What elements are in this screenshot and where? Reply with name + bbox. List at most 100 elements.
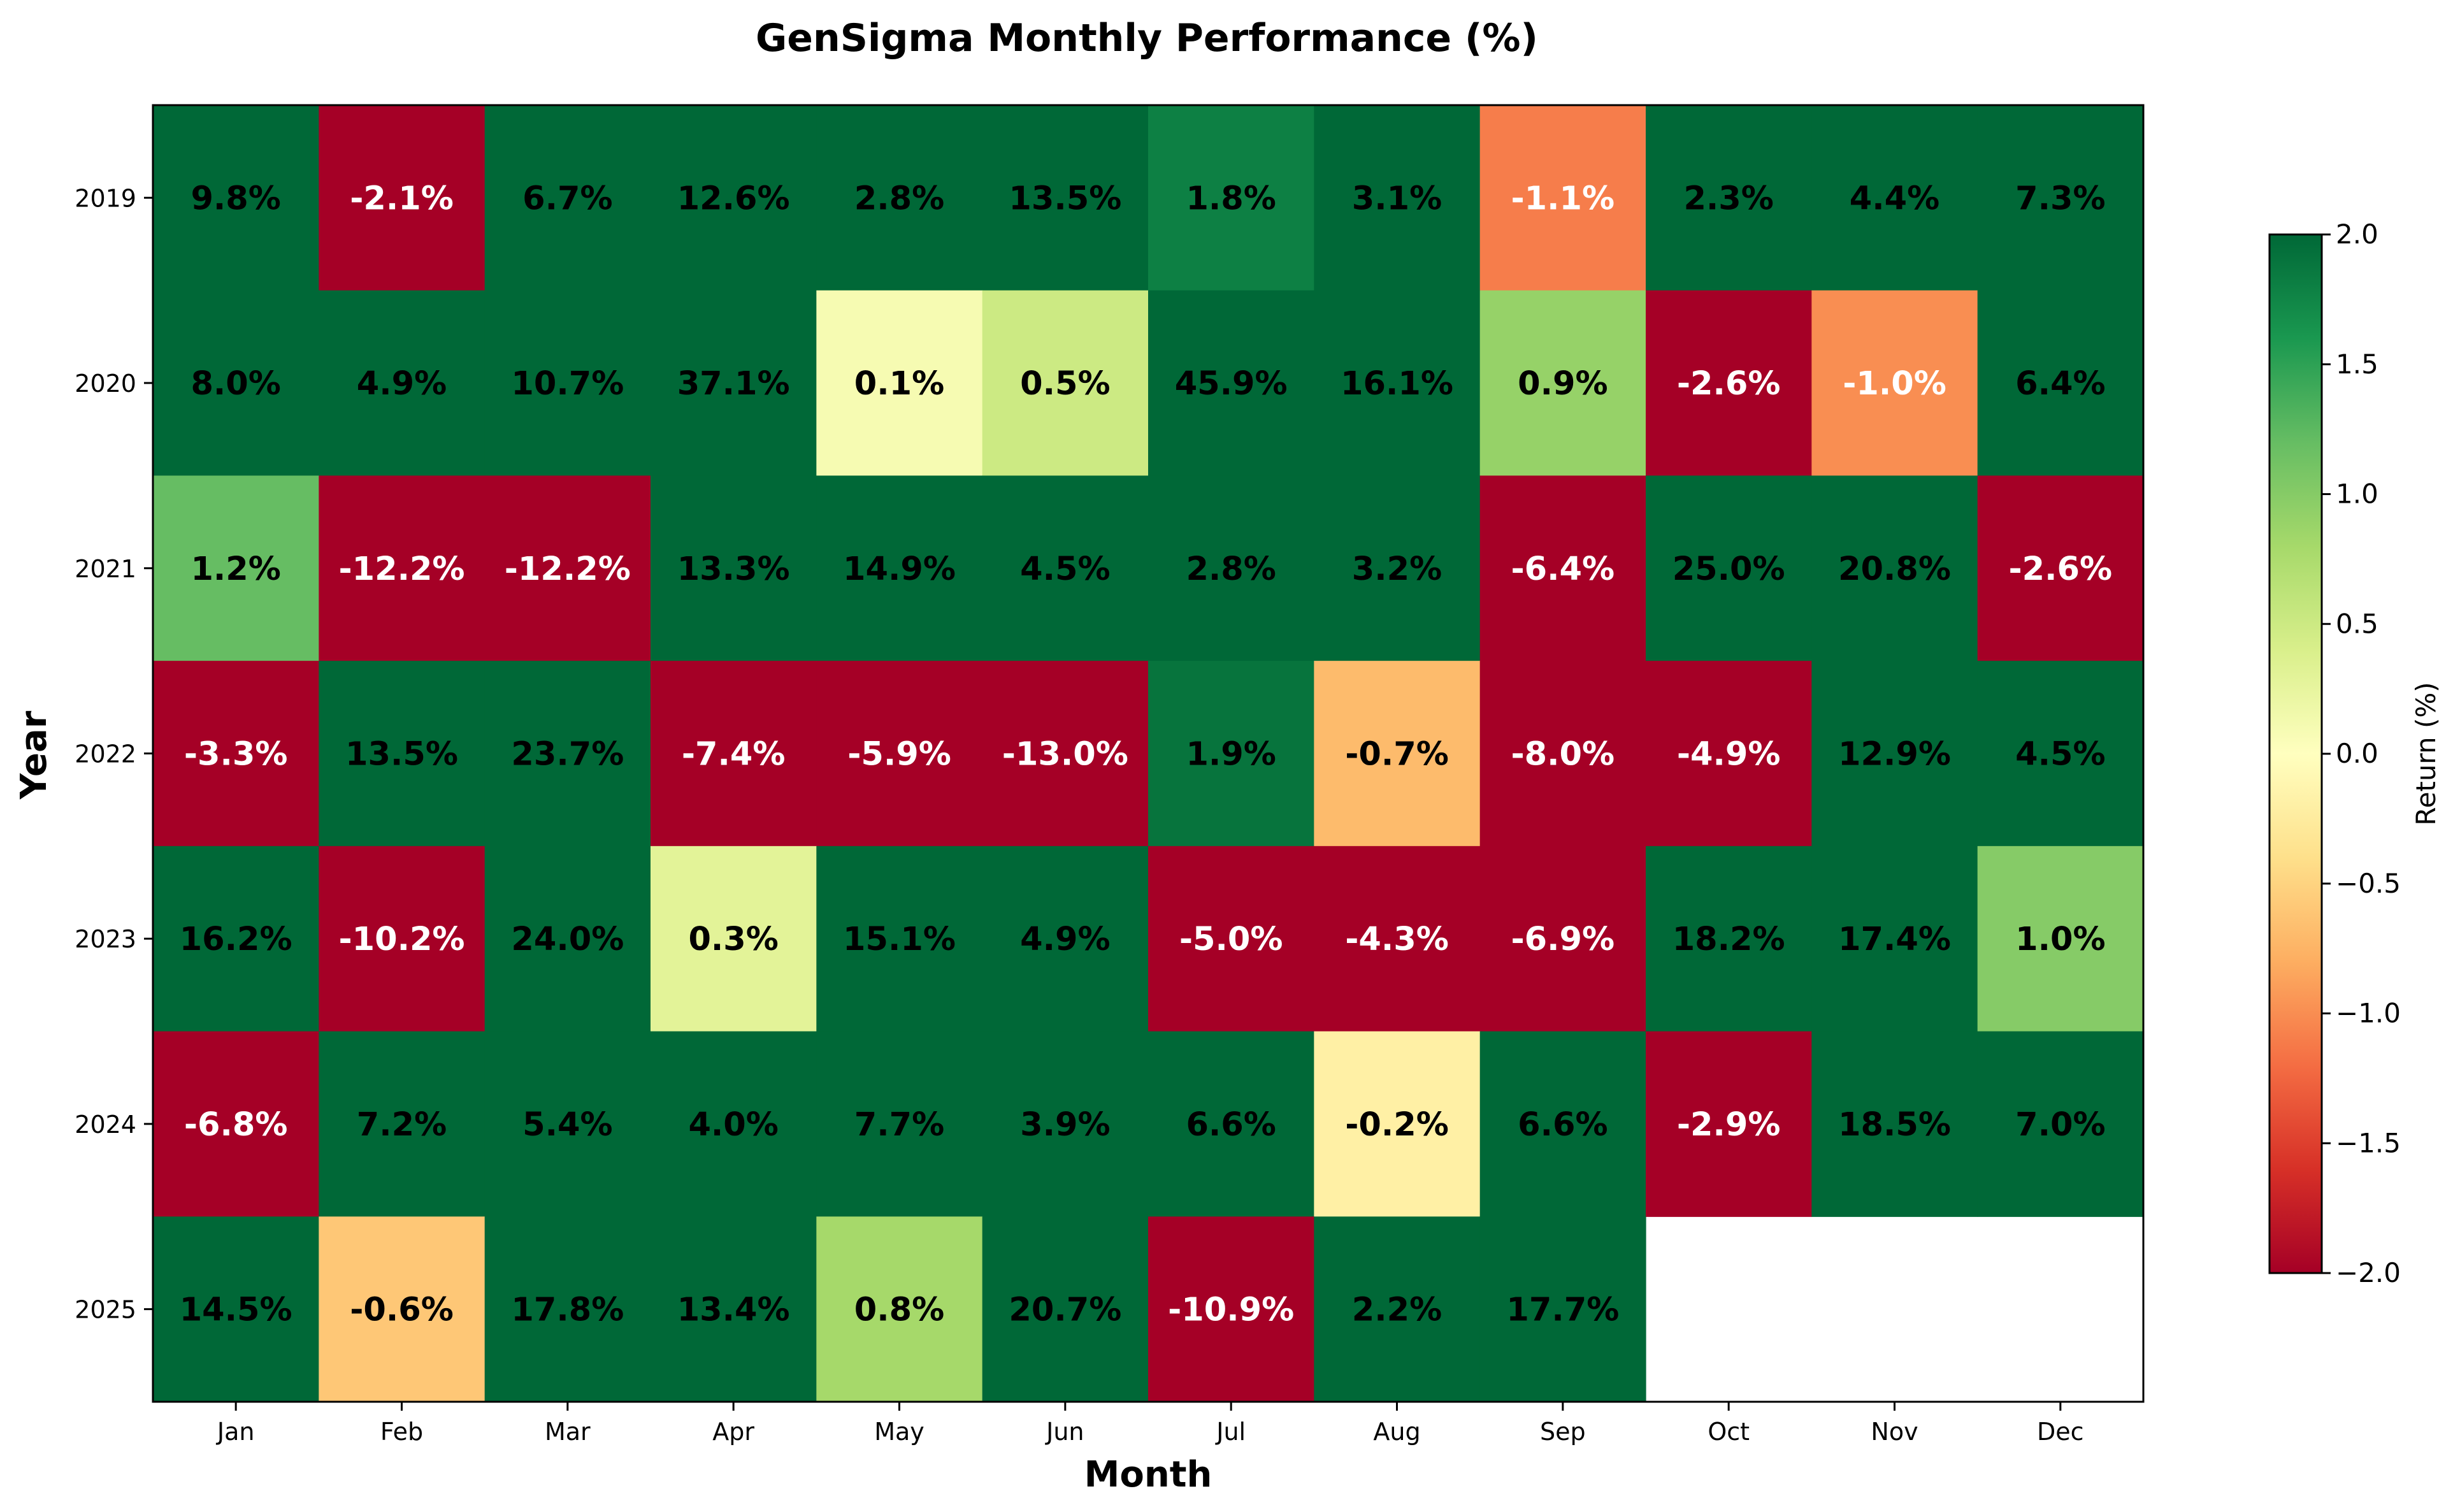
- x-tick-label: Jun: [1045, 1418, 1084, 1446]
- heatmap-cell: [484, 1216, 651, 1402]
- heatmap-cell: [982, 846, 1149, 1032]
- heatmap-cell: [1646, 661, 1812, 847]
- x-tick-label: Nov: [1871, 1418, 1918, 1446]
- heatmap-cell: [651, 1031, 817, 1217]
- heatmap-cell: [1314, 475, 1481, 661]
- heatmap-cell: [1977, 661, 2144, 847]
- chart-title: GenSigma Monthly Performance (%): [756, 16, 1538, 61]
- heatmap-cell: [1646, 1031, 1812, 1217]
- cell-value-label: -0.7%: [1345, 736, 1449, 774]
- cell-value-label: -4.9%: [1677, 736, 1781, 774]
- heatmap-cell: [1314, 846, 1481, 1032]
- heatmap-cell: [153, 1031, 319, 1217]
- cell-value-label: 7.3%: [2015, 180, 2105, 217]
- cell-value-label: 0.3%: [688, 921, 778, 958]
- cell-value-label: 17.4%: [1838, 921, 1951, 958]
- heatmap-cell: [319, 661, 486, 847]
- heatmap-cell: [816, 846, 983, 1032]
- cell-value-label: -7.4%: [682, 736, 786, 774]
- heatmap-cell: [319, 1031, 486, 1217]
- cell-value-label: -10.2%: [338, 921, 464, 958]
- x-tick-label: Sep: [1540, 1418, 1586, 1446]
- cell-value-label: 16.2%: [180, 921, 292, 958]
- cell-value-label: 1.2%: [191, 551, 280, 588]
- cell-value-label: 17.7%: [1506, 1292, 1619, 1329]
- y-tick-label: 2020: [75, 370, 136, 398]
- heatmap-cell: [1479, 105, 1646, 291]
- heatmap-cell: [1811, 105, 1978, 291]
- cell-value-label: -4.3%: [1345, 921, 1449, 958]
- cell-value-label: -12.2%: [338, 551, 464, 588]
- colorbar-tick-label: −2.0: [2336, 1257, 2401, 1288]
- heatmap-cell: [319, 290, 486, 477]
- cell-value-label: 15.1%: [843, 921, 956, 958]
- cell-value-label: -8.0%: [1511, 736, 1615, 774]
- cell-value-label: 6.4%: [2015, 365, 2105, 403]
- x-tick-label: Aug: [1373, 1418, 1420, 1446]
- cell-value-label: 45.9%: [1175, 365, 1288, 403]
- heatmap-cell: [1811, 475, 1978, 661]
- cell-value-label: -6.9%: [1511, 921, 1615, 958]
- colorbar-tick-label: 0.5: [2336, 608, 2378, 639]
- cell-value-label: 13.4%: [677, 1292, 790, 1329]
- heatmap-cell: [153, 475, 319, 661]
- heatmap-cell: [1148, 290, 1314, 477]
- cell-value-label: 8.0%: [191, 365, 280, 403]
- heatmap-cell: [1811, 846, 1978, 1032]
- cell-value-label: 14.9%: [843, 551, 956, 588]
- heatmap-cell: [1314, 1031, 1481, 1217]
- cell-value-label: 18.2%: [1672, 921, 1785, 958]
- cell-value-label: -6.8%: [184, 1106, 288, 1144]
- cell-value-label: 24.0%: [511, 921, 624, 958]
- heatmap-cell: [484, 1031, 651, 1217]
- heatmap-cell: [153, 105, 319, 291]
- heatmap-cell: [1811, 290, 1978, 477]
- heatmap-cell: [982, 661, 1149, 847]
- cell-value-label: 4.9%: [357, 365, 447, 403]
- cell-value-label: 1.9%: [1186, 736, 1276, 774]
- cell-value-label: 0.9%: [1518, 365, 1608, 403]
- heatmap-cell: [319, 475, 486, 661]
- heatmap-cell: [1479, 1216, 1646, 1402]
- heatmap-cell: [651, 846, 817, 1032]
- x-tick-label: May: [874, 1418, 924, 1446]
- heatmap-cell: [1479, 661, 1646, 847]
- heatmap-cell: [651, 1216, 817, 1402]
- cell-value-label: 3.9%: [1020, 1106, 1110, 1144]
- colorbar-label: Return (%): [2410, 682, 2442, 825]
- x-tick-label: Oct: [1708, 1418, 1750, 1446]
- colorbar-tick-label: −1.0: [2336, 998, 2401, 1029]
- heatmap-cell: [484, 105, 651, 291]
- heatmap-cell: [1977, 475, 2144, 661]
- cell-value-label: 4.4%: [1850, 180, 1939, 217]
- y-tick-label: 2025: [75, 1296, 136, 1324]
- heatmap-cell: [982, 290, 1149, 477]
- heatmap-cell: [651, 105, 817, 291]
- cell-value-label: 0.8%: [854, 1292, 944, 1329]
- cell-value-label: 2.8%: [1186, 551, 1276, 588]
- cell-value-label: -10.9%: [1168, 1292, 1294, 1329]
- heatmap-cell: [1479, 290, 1646, 477]
- y-tick-label: 2022: [75, 740, 136, 768]
- heatmap-cell: [982, 1216, 1149, 1402]
- cell-value-label: -2.6%: [1677, 365, 1781, 403]
- x-tick-label: Jul: [1215, 1418, 1246, 1446]
- heatmap-cell: [1977, 290, 2144, 477]
- cell-value-label: 2.3%: [1683, 180, 1773, 217]
- heatmap-cell: [1148, 475, 1314, 661]
- cell-value-label: 10.7%: [511, 365, 624, 403]
- heatmap-cell: [651, 290, 817, 477]
- heatmap-cell: [651, 661, 817, 847]
- heatmap-cell: [319, 1216, 486, 1402]
- colorbar-ticks: 2.0 1.5 1.0 0.5 0.0 −0.5 −1.0 −1.5 −2.0: [2322, 219, 2401, 1288]
- cell-value-label: 13.5%: [1009, 180, 1121, 217]
- heatmap-cell: [153, 846, 319, 1032]
- heatmap-cell: [1148, 846, 1314, 1032]
- heatmap-cell: [484, 846, 651, 1032]
- colorbar-tick-label: −1.5: [2336, 1127, 2401, 1158]
- cell-value-label: 4.5%: [2015, 736, 2105, 774]
- cell-value-label: 16.1%: [1341, 365, 1453, 403]
- x-tick-label: Jan: [216, 1418, 255, 1446]
- cell-value-label: -3.3%: [184, 736, 288, 774]
- heatmap-cell: [816, 1216, 983, 1402]
